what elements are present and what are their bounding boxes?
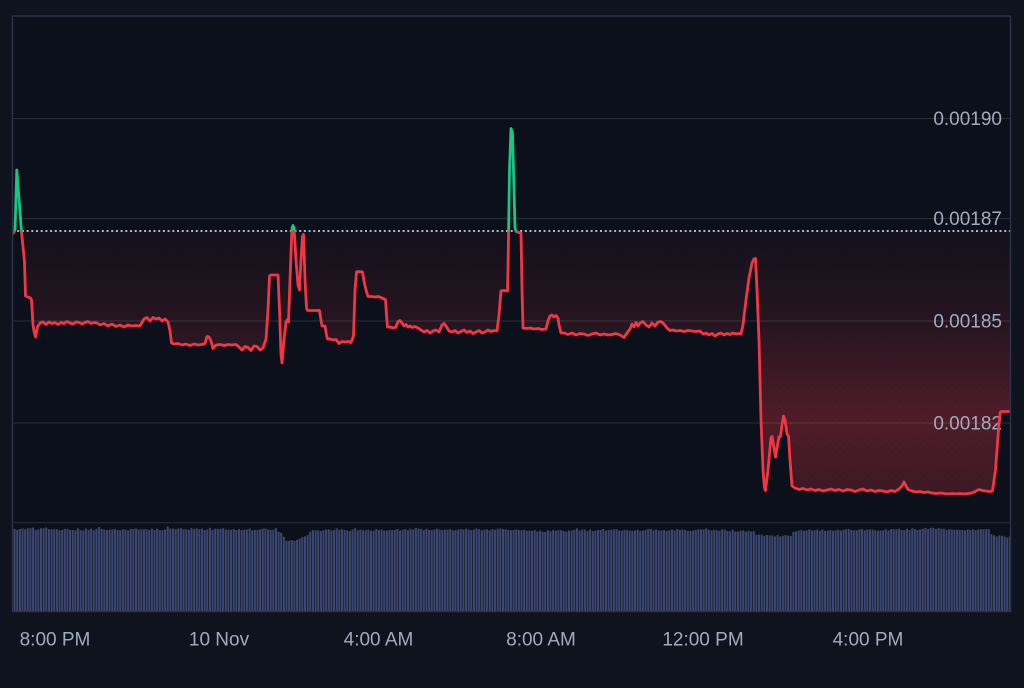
- svg-text:8:00 AM: 8:00 AM: [506, 630, 576, 651]
- svg-text:12:00 PM: 12:00 PM: [662, 630, 743, 651]
- svg-text:0.00182: 0.00182: [933, 414, 1002, 435]
- svg-text:4:00 PM: 4:00 PM: [833, 630, 904, 651]
- svg-text:0.00187: 0.00187: [933, 209, 1002, 230]
- svg-text:0.00190: 0.00190: [933, 109, 1002, 130]
- svg-text:8:00 PM: 8:00 PM: [20, 630, 91, 651]
- svg-text:4:00 AM: 4:00 AM: [344, 630, 414, 651]
- svg-text:10 Nov: 10 Nov: [189, 630, 250, 651]
- svg-text:0.00185: 0.00185: [933, 312, 1002, 333]
